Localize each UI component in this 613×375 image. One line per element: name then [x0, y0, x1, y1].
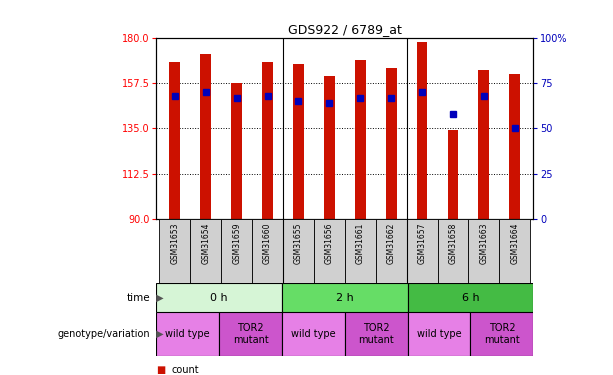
Text: wild type: wild type	[166, 329, 210, 339]
Bar	[386, 68, 397, 219]
Bar	[156, 283, 282, 312]
Bar	[200, 54, 211, 219]
Bar	[219, 312, 282, 356]
Text: ▶: ▶	[153, 329, 164, 339]
Bar	[408, 312, 471, 356]
Bar	[355, 60, 366, 219]
Text: GSM31660: GSM31660	[263, 223, 272, 264]
Bar	[159, 219, 190, 283]
Bar	[314, 219, 345, 283]
Text: GSM31653: GSM31653	[170, 223, 180, 264]
Bar	[156, 312, 219, 356]
Text: GSM31657: GSM31657	[417, 223, 427, 264]
Bar	[500, 219, 530, 283]
Bar	[190, 219, 221, 283]
Text: 6 h: 6 h	[462, 293, 479, 303]
Text: ▶: ▶	[153, 293, 164, 303]
Bar	[282, 312, 345, 356]
Text: time: time	[126, 293, 150, 303]
Bar	[406, 219, 438, 283]
Text: count: count	[172, 365, 199, 375]
Text: TOR2
mutant: TOR2 mutant	[359, 323, 394, 345]
Bar	[293, 64, 304, 219]
Text: GSM31656: GSM31656	[325, 223, 334, 264]
Text: GSM31663: GSM31663	[479, 223, 489, 264]
Text: GSM31662: GSM31662	[387, 223, 395, 264]
Text: wild type: wild type	[291, 329, 336, 339]
Bar	[231, 83, 242, 219]
Bar	[345, 312, 408, 356]
Text: wild type: wild type	[417, 329, 462, 339]
Text: GSM31658: GSM31658	[449, 223, 457, 264]
Bar	[468, 219, 500, 283]
Text: 0 h: 0 h	[210, 293, 228, 303]
Bar	[471, 312, 533, 356]
Text: GSM31659: GSM31659	[232, 223, 241, 264]
Text: GSM31654: GSM31654	[201, 223, 210, 264]
Bar	[376, 219, 406, 283]
Bar	[447, 130, 459, 219]
Text: genotype/variation: genotype/variation	[58, 329, 150, 339]
Bar	[509, 74, 520, 219]
Bar	[252, 219, 283, 283]
Text: ■: ■	[156, 365, 166, 375]
Bar	[283, 219, 314, 283]
Bar	[324, 76, 335, 219]
Bar	[221, 219, 252, 283]
Bar	[438, 219, 468, 283]
Bar	[262, 62, 273, 219]
Bar	[282, 283, 408, 312]
Bar	[479, 70, 489, 219]
Text: 2 h: 2 h	[336, 293, 354, 303]
Bar	[408, 283, 533, 312]
Bar	[417, 42, 427, 219]
Text: TOR2
mutant: TOR2 mutant	[233, 323, 268, 345]
Text: TOR2
mutant: TOR2 mutant	[484, 323, 520, 345]
Text: GSM31664: GSM31664	[510, 223, 519, 264]
Bar	[345, 219, 376, 283]
Text: GSM31655: GSM31655	[294, 223, 303, 264]
Bar	[169, 62, 180, 219]
Title: GDS922 / 6789_at: GDS922 / 6789_at	[288, 23, 402, 36]
Text: GSM31661: GSM31661	[356, 223, 365, 264]
